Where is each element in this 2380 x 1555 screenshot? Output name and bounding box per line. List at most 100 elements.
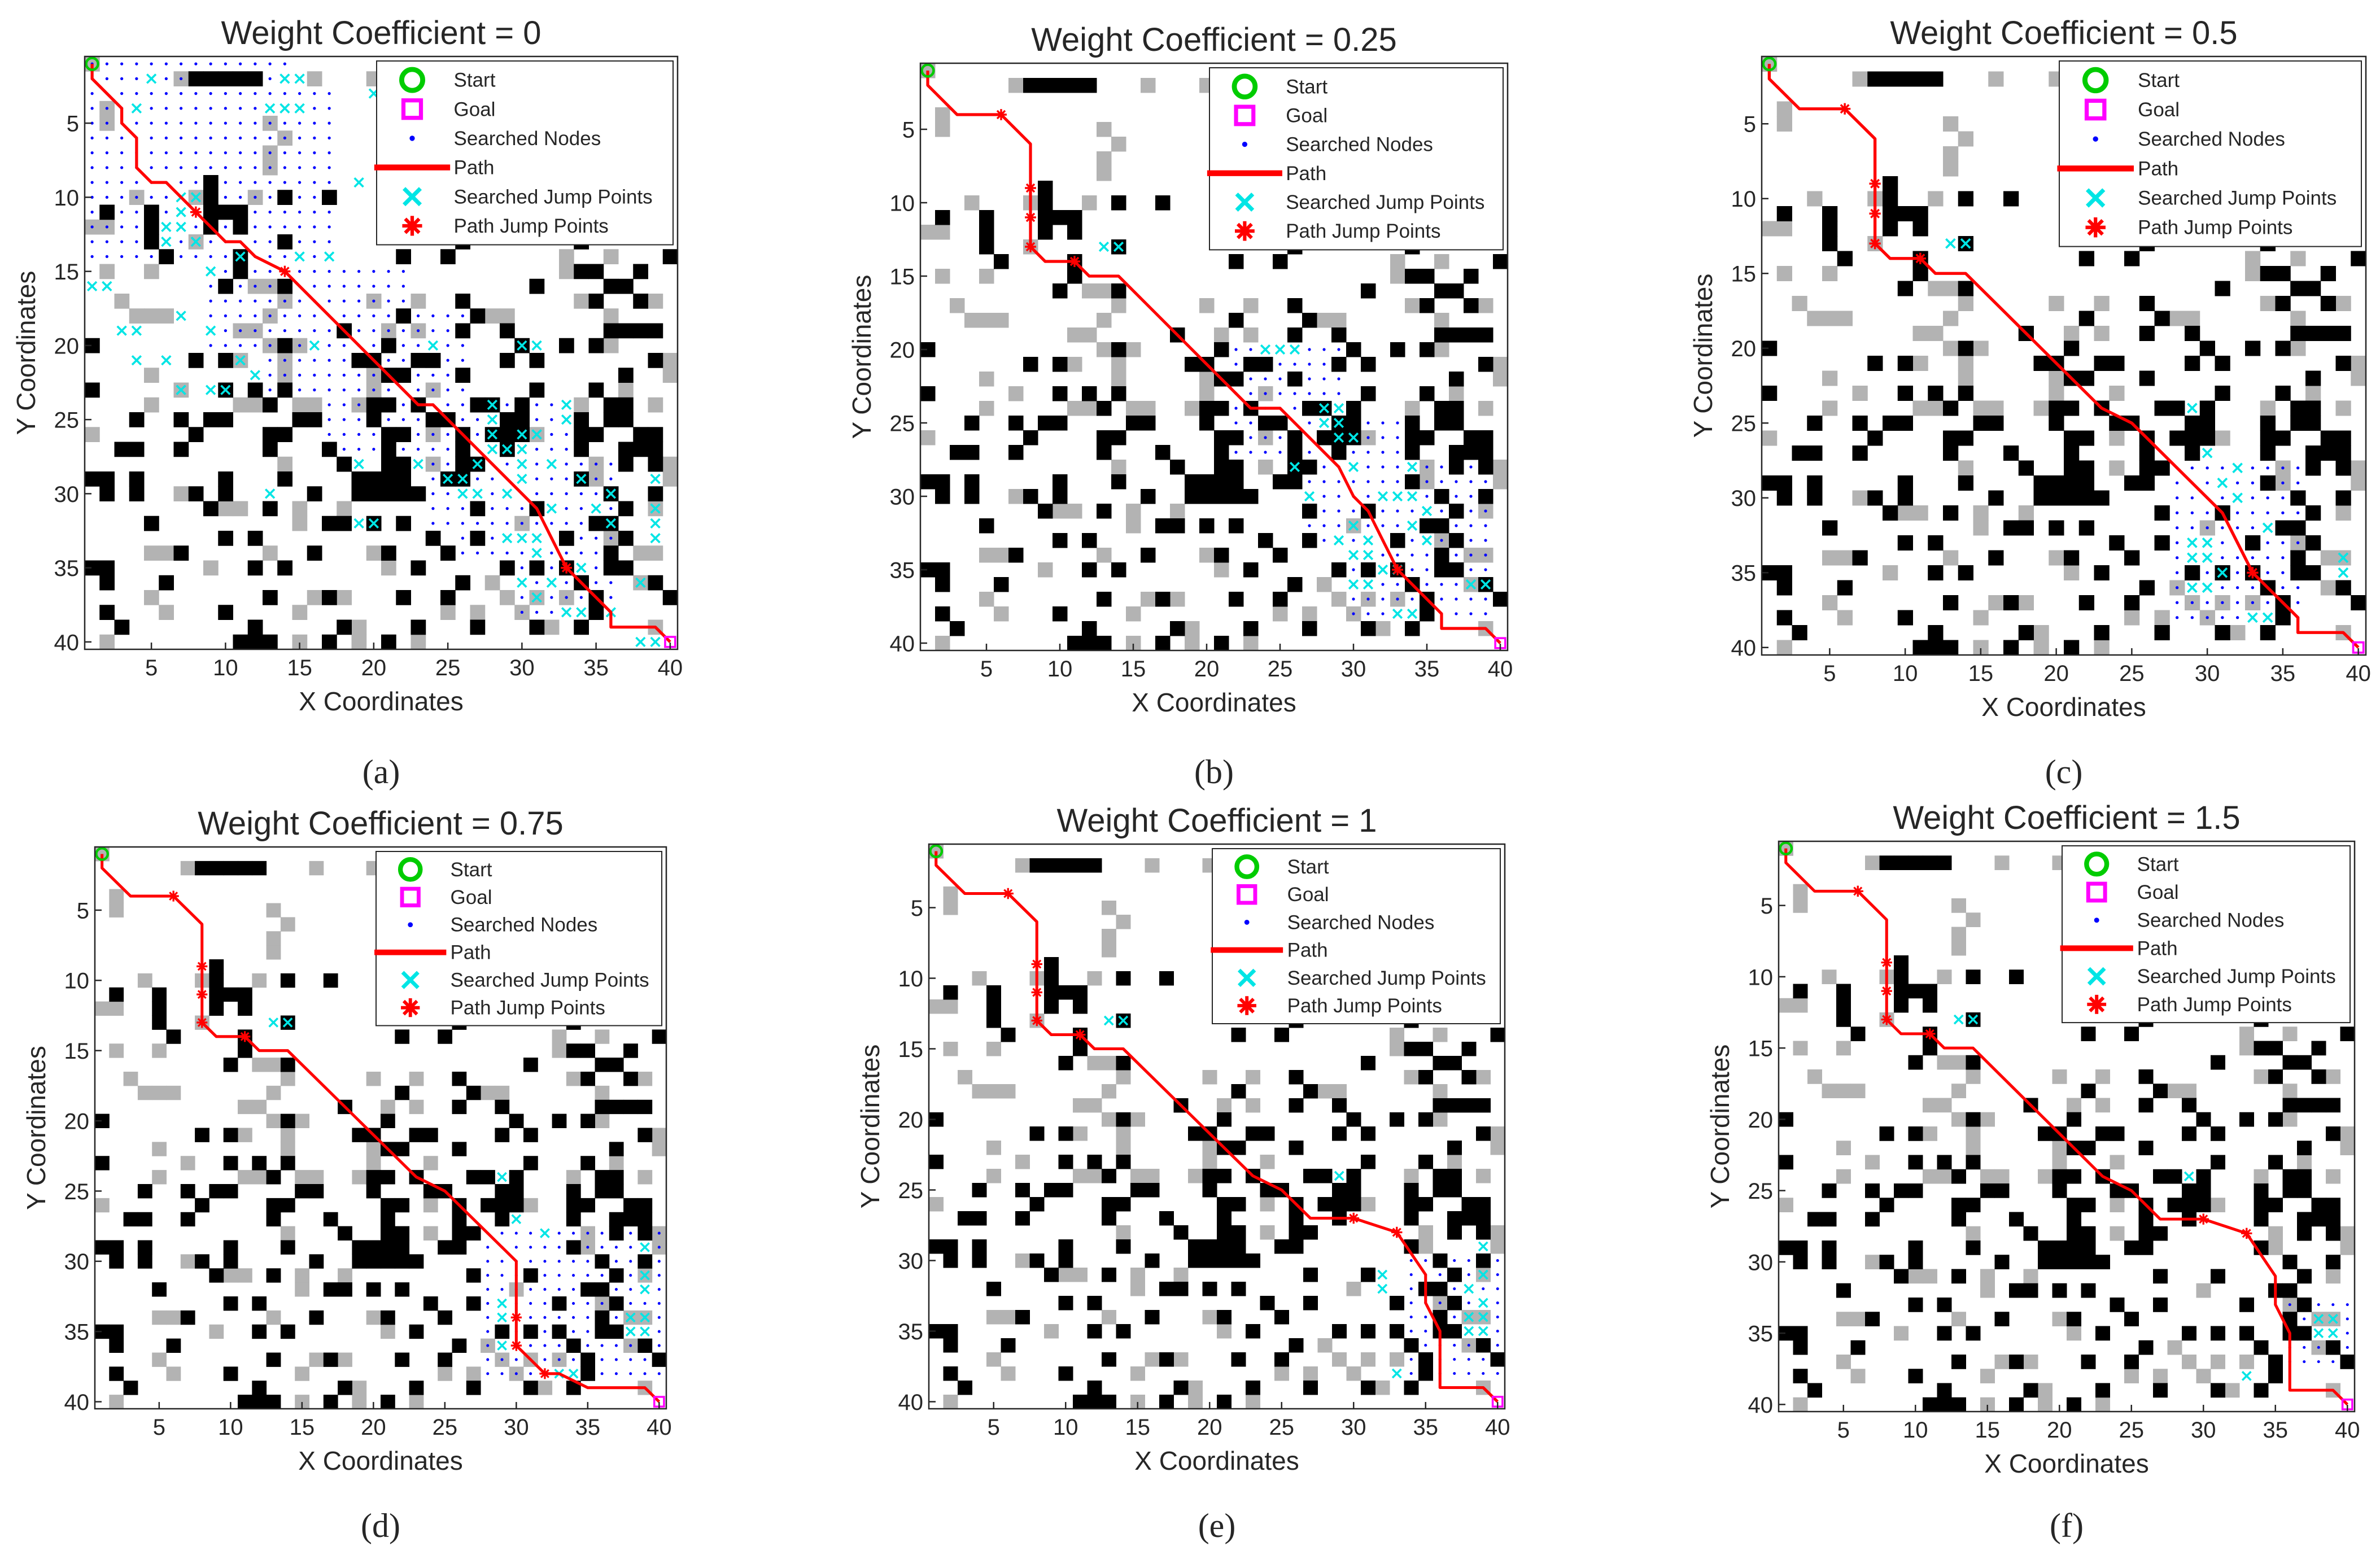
searched-jump-points-layer (1945, 238, 2349, 623)
obstacle-cell-gray (986, 1169, 1001, 1183)
obstacle-cell-black (2199, 416, 2215, 431)
obstacle-cell-black (1912, 221, 1928, 237)
searched-node (629, 1231, 632, 1235)
obstacle-cell-black (1447, 1211, 1462, 1226)
searched-node (1440, 480, 1443, 483)
searched-node (2206, 511, 2209, 514)
obstacle-cell-black (440, 545, 456, 561)
searched-node (342, 285, 346, 288)
searched-node (1455, 480, 1458, 483)
obstacle-cell-gray (144, 590, 159, 605)
searched-node (520, 507, 523, 510)
obstacle-cell-gray (1404, 1169, 1419, 1183)
obstacle-cell-black (1199, 489, 1215, 504)
obstacle-cell-black (2003, 191, 2019, 207)
obstacle-cell-black (1346, 1183, 1361, 1198)
obstacle-cell-black (2049, 416, 2064, 431)
obstacle-cell-black (1111, 195, 1126, 211)
obstacle-cell-black (277, 234, 292, 250)
obstacle-cell-black (1908, 984, 1923, 999)
obstacle-cell-black (588, 264, 604, 279)
obstacle-cell-black (1303, 1084, 1318, 1099)
searched-node (431, 314, 435, 317)
obstacle-cell-black (1159, 1282, 1174, 1296)
searched-jump-point (1363, 579, 1374, 590)
searched-jump-point (190, 236, 202, 247)
obstacle-cell-gray (495, 1085, 510, 1100)
obstacle-cell-black (2297, 1055, 2312, 1070)
obstacle-cell-black (1346, 401, 1361, 416)
obstacle-cell-black (452, 1099, 467, 1115)
searched-jump-point (1478, 1269, 1488, 1280)
obstacle-cell-gray (2282, 1084, 2298, 1098)
searched-node (1322, 509, 1326, 513)
searched-node (1322, 348, 1326, 351)
obstacle-cell-black (1912, 640, 1928, 656)
obstacle-cell-black (1243, 562, 1259, 578)
obstacle-cell-gray (1434, 313, 1449, 328)
obstacle-cell-black (2185, 356, 2200, 371)
obstacle-cell-black (1199, 518, 1215, 534)
obstacle-cell-black (438, 1310, 452, 1325)
obstacle-cell-black (523, 1058, 538, 1072)
obstacle-cell-black (1087, 1324, 1102, 1339)
searched-node (629, 1246, 632, 1249)
searched-jump-point (86, 281, 98, 292)
obstacle-cell-black (2211, 1126, 2225, 1141)
obstacle-cell-black (1837, 580, 1853, 596)
obstacle-cell-black (1434, 489, 1449, 504)
searched-node (209, 314, 212, 317)
obstacle-cell-black (566, 1184, 581, 1199)
searched-node (327, 136, 331, 139)
obstacle-cell-black (2199, 340, 2215, 356)
x-tick-label: 15 (290, 1415, 315, 1440)
searched-node (2175, 481, 2179, 484)
obstacle-cell-black (411, 619, 426, 635)
searched-node (254, 181, 257, 184)
obstacle-cell-black (500, 353, 515, 368)
searched-node (1337, 495, 1340, 498)
obstacle-cell-black (1243, 357, 1259, 372)
obstacle-cell-gray (144, 368, 159, 383)
obstacle-cell-gray (2169, 311, 2185, 326)
obstacle-cell-gray (1980, 1369, 1995, 1383)
obstacle-cell-black (2081, 1240, 2096, 1255)
y-tick-label: 5 (77, 898, 89, 923)
obstacle-cell-black (986, 999, 1001, 1014)
searched-node (254, 270, 257, 273)
legend-goal-icon (401, 98, 423, 120)
searched-jump-point (487, 399, 498, 410)
obstacle-cell-black (1958, 475, 1973, 491)
obstacle-cell-black (2335, 490, 2351, 506)
obstacle-cell-black (1231, 1084, 1246, 1099)
obstacle-cell-black (1476, 1197, 1491, 1212)
obstacle-cell-black (280, 1113, 295, 1128)
obstacle-cell-black (2185, 430, 2200, 446)
obstacle-cell-black (1994, 1255, 2010, 1269)
searched-node (609, 581, 613, 584)
obstacle-cell-black (1067, 269, 1082, 284)
obstacle-cell-black (633, 264, 648, 279)
obstacle-cell-gray (1145, 1169, 1160, 1183)
searched-node (595, 462, 598, 466)
obstacle-cell-black (2320, 296, 2336, 311)
searched-jump-point (517, 532, 527, 544)
searched-jump-point (2338, 567, 2349, 578)
searched-node (446, 359, 449, 362)
obstacle-cell-gray (307, 71, 322, 86)
searched-node (520, 566, 523, 570)
searched-node (209, 62, 212, 65)
searched-node (461, 314, 464, 317)
obstacle-cell-black (203, 71, 219, 86)
obstacle-cell-black (1058, 1253, 1073, 1268)
obstacle-cell-black (1879, 1126, 1894, 1141)
obstacle-cell-gray (277, 456, 292, 472)
searched-node (2296, 586, 2300, 589)
obstacle-cell-black (1420, 386, 1435, 401)
searched-jump-point (268, 1017, 279, 1028)
x-tick-label: 35 (583, 656, 609, 680)
searched-node (565, 507, 568, 510)
searched-jump-point (442, 473, 453, 484)
obstacle-cell-black (609, 1212, 624, 1227)
obstacle-cell-gray (484, 575, 500, 591)
